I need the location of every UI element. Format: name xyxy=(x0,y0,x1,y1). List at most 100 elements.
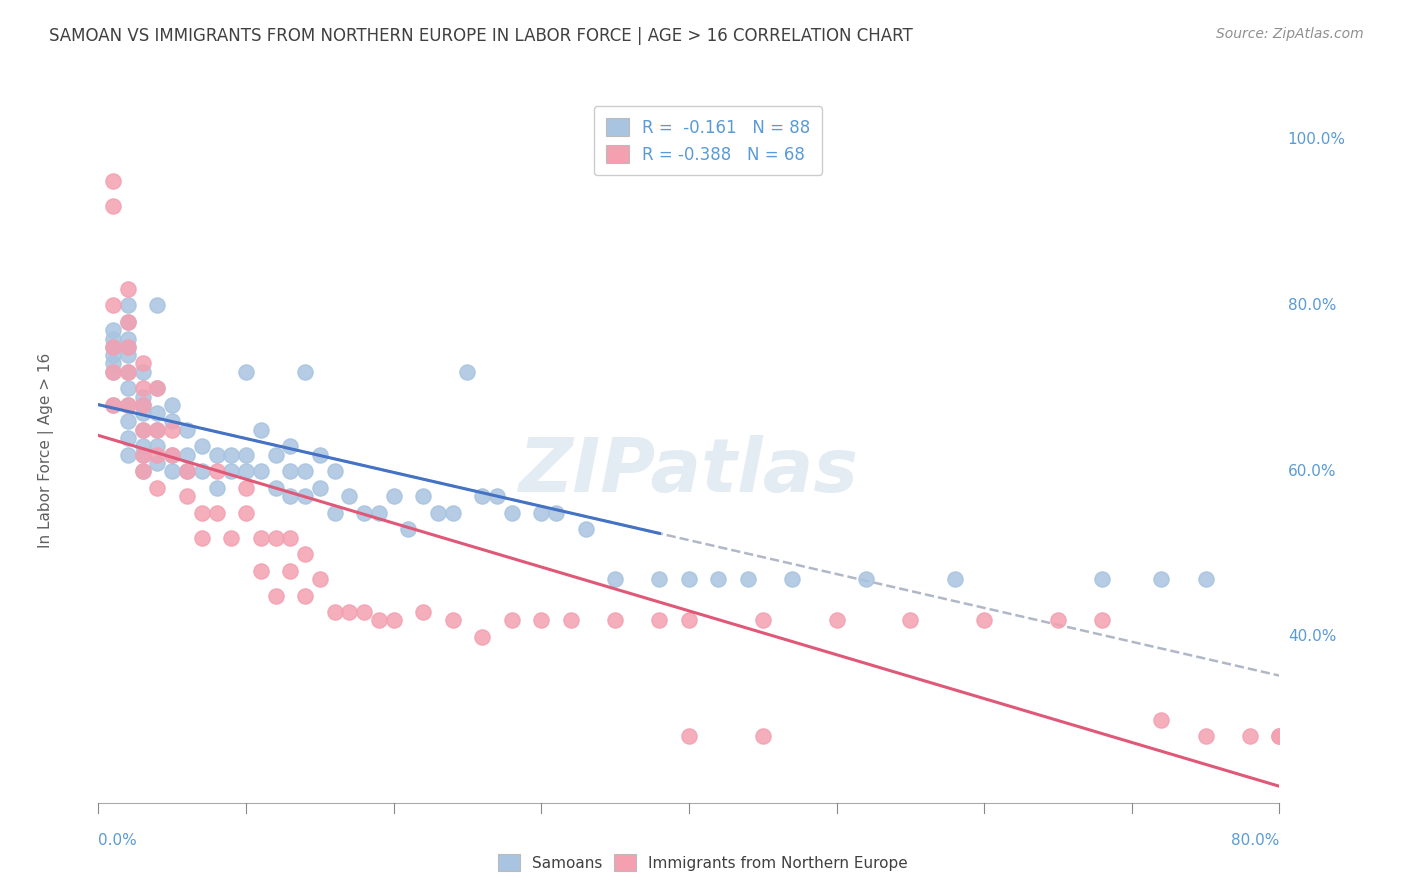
Point xyxy=(973,614,995,628)
Point xyxy=(280,531,302,545)
Point xyxy=(146,381,169,395)
Point xyxy=(648,572,671,586)
Point xyxy=(441,614,464,628)
Point xyxy=(294,489,316,503)
Point xyxy=(501,506,523,520)
Point xyxy=(117,298,139,312)
Point xyxy=(309,481,332,495)
Point xyxy=(103,340,125,354)
Point xyxy=(103,398,125,412)
Point xyxy=(132,365,155,379)
Point xyxy=(1150,572,1173,586)
Point xyxy=(309,448,332,462)
Point xyxy=(382,614,405,628)
Point xyxy=(117,414,139,428)
Point xyxy=(205,481,228,495)
Point xyxy=(191,506,214,520)
Point xyxy=(103,332,125,346)
Point xyxy=(323,506,346,520)
Text: SAMOAN VS IMMIGRANTS FROM NORTHERN EUROPE IN LABOR FORCE | AGE > 16 CORRELATION : SAMOAN VS IMMIGRANTS FROM NORTHERN EUROP… xyxy=(49,27,912,45)
Point xyxy=(353,506,375,520)
Point xyxy=(117,365,139,379)
Point xyxy=(1268,730,1291,744)
Point xyxy=(382,489,405,503)
Point xyxy=(323,605,346,619)
Point xyxy=(530,506,553,520)
Point xyxy=(280,489,302,503)
Point xyxy=(368,614,391,628)
Point xyxy=(117,398,139,412)
Point xyxy=(205,464,228,478)
Point xyxy=(678,614,700,628)
Point xyxy=(191,464,214,478)
Point xyxy=(412,489,434,503)
Point xyxy=(235,464,257,478)
Point xyxy=(162,448,183,462)
Point xyxy=(752,614,775,628)
Legend: R =  -0.161   N = 88, R = -0.388   N = 68: R = -0.161 N = 88, R = -0.388 N = 68 xyxy=(595,106,823,176)
Point xyxy=(250,531,273,545)
Point xyxy=(1046,614,1070,628)
Point xyxy=(117,340,139,354)
Point xyxy=(235,481,257,495)
Text: 80.0%: 80.0% xyxy=(1232,833,1279,848)
Point xyxy=(132,390,155,404)
Point xyxy=(471,630,494,644)
Point xyxy=(146,456,169,470)
Point xyxy=(103,340,125,354)
Point xyxy=(205,448,228,462)
Point xyxy=(280,464,302,478)
Text: Source: ZipAtlas.com: Source: ZipAtlas.com xyxy=(1216,27,1364,41)
Point xyxy=(176,423,198,437)
Point xyxy=(205,506,228,520)
Point xyxy=(191,531,214,545)
Point xyxy=(146,481,169,495)
Point xyxy=(132,423,155,437)
Point xyxy=(1195,572,1218,586)
Point xyxy=(132,464,155,478)
Point xyxy=(162,398,183,412)
Point xyxy=(855,572,877,586)
Point xyxy=(235,365,257,379)
Point xyxy=(294,589,316,603)
Point xyxy=(176,448,198,462)
Point xyxy=(117,282,139,296)
Point xyxy=(117,348,139,362)
Point xyxy=(280,439,302,453)
Point xyxy=(294,547,316,561)
Point xyxy=(678,730,700,744)
Point xyxy=(605,614,627,628)
Point xyxy=(250,564,273,578)
Point xyxy=(825,614,848,628)
Point xyxy=(323,464,346,478)
Point xyxy=(1091,572,1114,586)
Point xyxy=(191,439,214,453)
Point xyxy=(146,448,169,462)
Point xyxy=(162,464,183,478)
Point xyxy=(737,572,759,586)
Point xyxy=(943,572,966,586)
Point xyxy=(117,340,139,354)
Point xyxy=(146,423,169,437)
Point xyxy=(146,423,169,437)
Point xyxy=(398,522,420,536)
Point xyxy=(264,481,287,495)
Point xyxy=(1195,730,1218,744)
Point xyxy=(103,348,125,362)
Point xyxy=(146,381,169,395)
Point xyxy=(1268,730,1291,744)
Point xyxy=(103,365,125,379)
Point xyxy=(221,448,243,462)
Point xyxy=(103,398,125,412)
Point xyxy=(146,406,169,420)
Point xyxy=(117,448,139,462)
Point xyxy=(132,439,155,453)
Point xyxy=(117,431,139,445)
Point xyxy=(162,414,183,428)
Point xyxy=(264,531,287,545)
Point xyxy=(560,614,582,628)
Point xyxy=(575,522,598,536)
Point xyxy=(501,614,523,628)
Point xyxy=(132,448,155,462)
Point xyxy=(353,605,375,619)
